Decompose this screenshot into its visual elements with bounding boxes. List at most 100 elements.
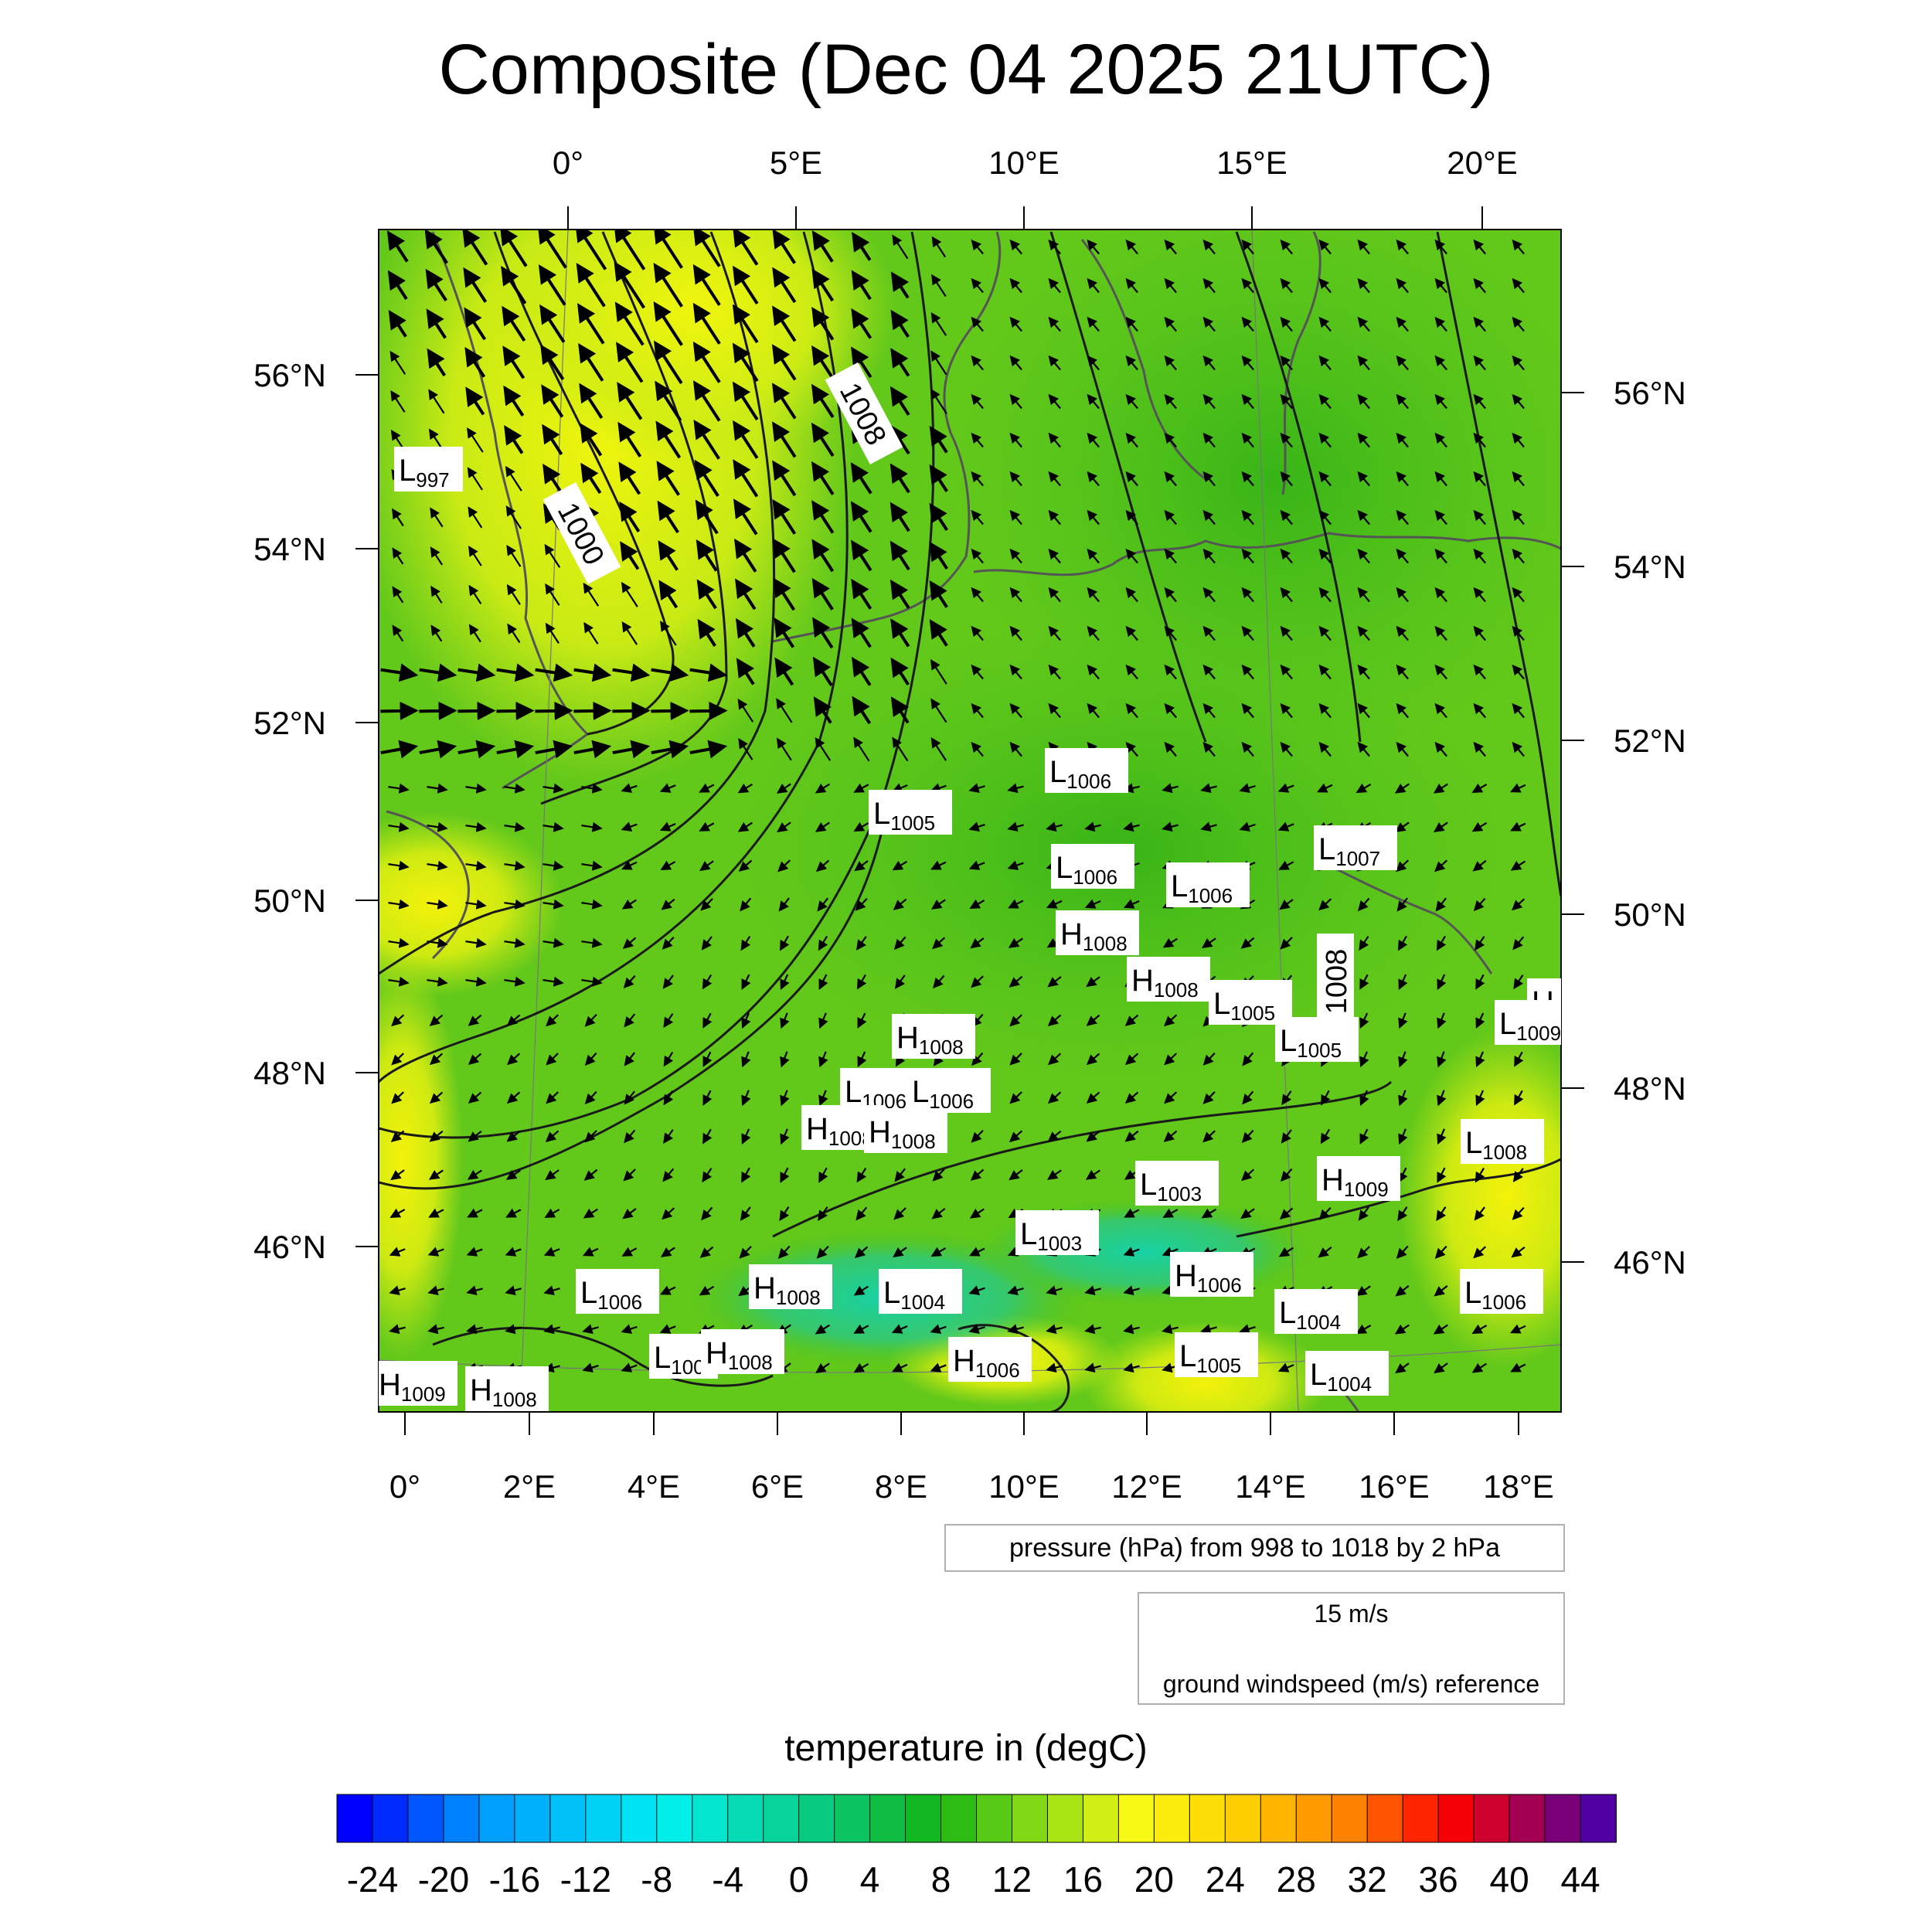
wind-arrow — [1084, 1324, 1101, 1335]
wind-arrow — [892, 234, 909, 260]
wind-arrow — [504, 976, 526, 987]
wind-arrow — [1434, 587, 1447, 603]
wind-arrow — [780, 1090, 790, 1107]
wind-arrow — [1241, 664, 1254, 680]
wind-arrow — [701, 936, 713, 951]
wind-arrow — [776, 783, 791, 794]
wind-arrow — [857, 1051, 867, 1067]
colorbar-bin — [549, 1794, 587, 1843]
wind-arrow — [543, 1247, 560, 1257]
wind-arrow — [971, 587, 984, 603]
wind-arrow — [1436, 935, 1447, 951]
svg-text:L1006: L1006 — [1464, 1276, 1526, 1314]
wind-arrow — [856, 974, 867, 990]
wind-arrow — [1241, 393, 1254, 410]
wind-arrow — [1473, 587, 1486, 603]
wind-arrow — [692, 264, 721, 306]
wind-arrow — [1087, 393, 1100, 410]
wind-arrow — [658, 540, 679, 571]
wind-arrow — [818, 1051, 828, 1068]
wind-arrow — [1357, 1246, 1370, 1259]
wind-arrow — [1510, 860, 1526, 871]
wind-arrow — [505, 1208, 522, 1218]
wind-arrow — [970, 937, 985, 949]
wind-arrow — [621, 1324, 638, 1334]
wind-arrow — [1281, 1090, 1292, 1106]
svg-text:H1008: H1008 — [896, 1021, 964, 1059]
wind-arrow — [662, 936, 675, 950]
wind-arrow — [1280, 664, 1293, 680]
wind-arrow — [465, 860, 487, 871]
wind-arrow — [1047, 1014, 1062, 1026]
wind-arrow — [852, 696, 872, 725]
wind-arrow — [699, 860, 714, 872]
wind-arrow — [1009, 277, 1022, 294]
wind-arrow — [1125, 355, 1138, 371]
wind-arrow — [929, 619, 948, 647]
wind-arrow — [621, 1362, 638, 1372]
high-pressure-label: H1008 — [892, 1014, 975, 1059]
low-pressure-label: L997 — [394, 447, 463, 492]
wind-arrow — [930, 737, 947, 761]
wind-arrow — [893, 1247, 907, 1258]
wind-arrow — [1320, 1128, 1331, 1145]
wind-arrow — [1202, 239, 1216, 255]
wind-arrow — [1318, 432, 1332, 448]
colorbar-bin — [905, 1794, 942, 1843]
wind-arrow — [1125, 664, 1138, 680]
wind-arrow — [388, 899, 410, 910]
wind-arrow — [1009, 1053, 1022, 1066]
wind-arrow — [1514, 1090, 1524, 1106]
wind-arrow — [815, 1362, 830, 1373]
wind-arrow — [1318, 316, 1332, 332]
wind-arrow — [733, 420, 759, 459]
wind-arrow — [1318, 587, 1332, 603]
wind-arrow — [1433, 783, 1448, 794]
wind-arrow — [427, 976, 448, 987]
wind-arrow — [733, 265, 759, 304]
wind-arrow — [811, 539, 835, 573]
wind-arrow — [457, 740, 496, 759]
svg-text:L997: L997 — [399, 454, 450, 492]
wind-arrow — [968, 1285, 985, 1295]
wind-arrow — [1473, 625, 1486, 641]
wind-arrow — [702, 1128, 713, 1145]
wind-arrow — [464, 307, 487, 341]
wind-arrow — [852, 656, 872, 686]
wind-arrow — [816, 1246, 829, 1259]
wind-arrow — [1242, 1090, 1254, 1105]
wind-arrow — [621, 621, 638, 645]
lon-label: 4°E — [628, 1468, 680, 1505]
wind-arrow — [1125, 471, 1138, 487]
svg-text:L1006: L1006 — [1056, 851, 1117, 889]
wind-arrow — [457, 663, 496, 682]
wind-arrow — [1200, 783, 1217, 794]
wind-arrow — [1086, 1091, 1100, 1104]
wind-arrow — [733, 459, 759, 498]
colorbar-tick-label: 44 — [1560, 1859, 1600, 1900]
wind-arrow — [811, 577, 834, 611]
wind-arrow — [853, 1324, 869, 1334]
wind-arrow — [1512, 664, 1525, 680]
wind-arrow — [890, 309, 910, 338]
wind-arrow — [1434, 702, 1447, 719]
wind-arrow — [1434, 625, 1447, 641]
wind-arrow — [1008, 937, 1023, 948]
wind-arrow — [931, 274, 947, 298]
wind-arrow — [1318, 277, 1332, 294]
wind-arrow — [1048, 625, 1061, 641]
wind-arrow — [1357, 741, 1370, 757]
wind-arrow — [1125, 393, 1138, 410]
low-pressure-label: L1003 — [1135, 1161, 1219, 1206]
wind-arrow — [1123, 1362, 1140, 1373]
wind-arrow — [696, 539, 718, 572]
right-lat-labels: 56°N 54°N 52°N 50°N 48°N 46°N — [1614, 375, 1686, 1281]
wind-arrow — [1473, 393, 1486, 410]
wind-arrow — [890, 618, 910, 648]
wind-arrow — [1202, 702, 1216, 719]
wind-arrow — [854, 860, 869, 872]
high-pressure-label: H1006 — [1170, 1252, 1253, 1297]
wind-arrow — [425, 268, 447, 301]
lon-label: 12°E — [1111, 1468, 1182, 1505]
wind-arrow — [464, 346, 486, 378]
